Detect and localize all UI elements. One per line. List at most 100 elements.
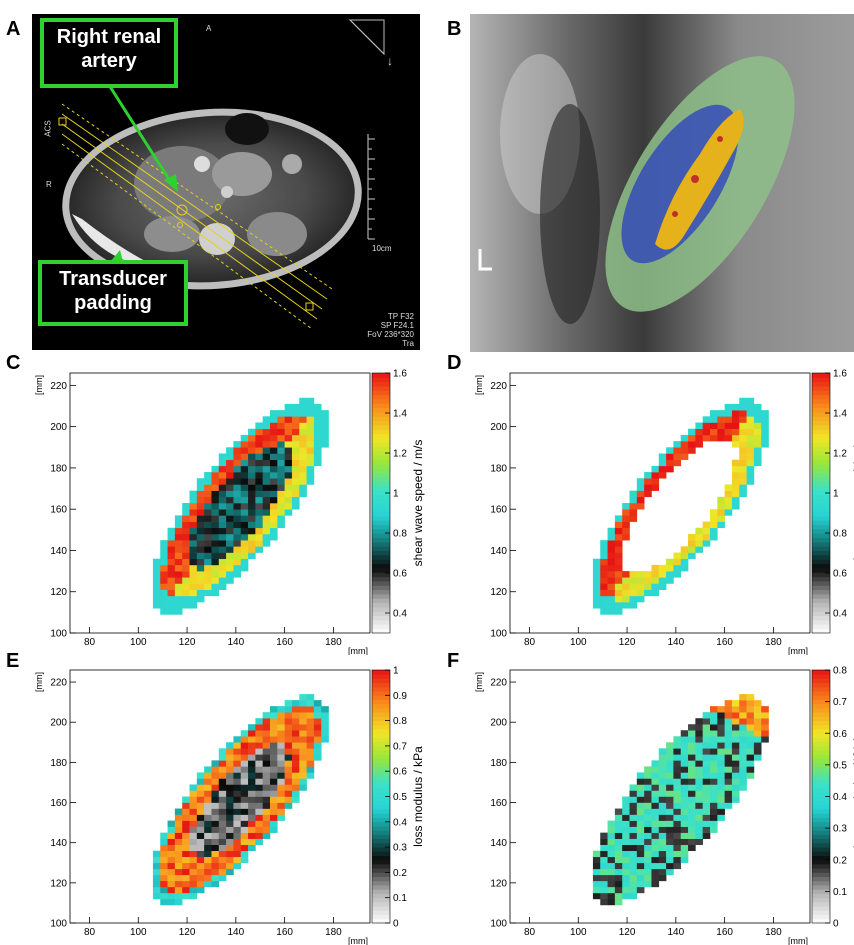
colorbar-segment (812, 438, 830, 443)
heatmap-cell (255, 422, 263, 430)
heatmap-cell (218, 478, 227, 485)
heatmap-cell (211, 472, 220, 479)
heatmap-cell (211, 778, 220, 785)
heatmap-cell (255, 546, 263, 553)
colorbar-segment (372, 842, 390, 848)
heatmap-cell (739, 447, 747, 454)
heatmap-cell (680, 564, 689, 572)
colorbar-segment (812, 481, 830, 487)
heatmap-cell (636, 478, 645, 485)
heatmap-cell (688, 796, 696, 803)
colorbar-segment (812, 598, 830, 604)
colorbar-segment (812, 826, 830, 831)
colorbar-segment (812, 607, 830, 612)
heatmap-cell (622, 796, 630, 803)
colorbar-segment (812, 695, 830, 700)
heatmap-cell (651, 778, 660, 785)
heatmap-cell (636, 595, 645, 603)
heatmap-cell (204, 533, 212, 541)
heatmap-cell (614, 814, 623, 821)
heatmap-cell (284, 459, 293, 467)
colorbar-segment (372, 451, 390, 456)
heatmap-cell (695, 784, 703, 791)
heatmap-cell (636, 589, 645, 597)
heatmap-cell (262, 441, 271, 448)
colorbar-segment (812, 459, 830, 465)
heatmap-cell (196, 533, 205, 541)
heatmap-cell (167, 583, 176, 590)
colorbar-segment (812, 699, 830, 705)
heatmap-cell (277, 503, 285, 510)
colorbar-segment (372, 876, 390, 882)
heatmap-cell (306, 712, 315, 719)
heatmap-cell (248, 838, 256, 845)
x-tick-label: 180 (765, 927, 782, 938)
heatmap-cell (270, 441, 278, 448)
colorbar-segment (812, 576, 830, 582)
colorbar-segment (372, 442, 390, 448)
heatmap-cell (226, 459, 234, 467)
heatmap-cell (636, 850, 645, 858)
heatmap-cell (717, 778, 725, 785)
heatmap-cell (746, 736, 755, 743)
heatmap-cell (717, 742, 725, 749)
heatmap-cell (644, 820, 652, 827)
heatmap-cell (240, 564, 249, 572)
heatmap-cell (174, 521, 183, 529)
heatmap-cell (240, 814, 249, 821)
colorbar-segment (812, 859, 830, 865)
heatmap-cell (270, 416, 278, 423)
y-tick-label: 160 (490, 798, 507, 809)
colorbar-segment (812, 855, 830, 861)
heatmap-cell (277, 718, 285, 725)
callout-top-line1: Right renal (56, 26, 162, 48)
heatmap-cell (753, 700, 762, 707)
heatmap-cell (218, 748, 227, 755)
heatmap-cell (240, 736, 249, 743)
heatmap-cell (182, 814, 190, 821)
heatmap-cell (600, 892, 608, 900)
heatmap-cell (724, 706, 733, 713)
heatmap-cell (321, 724, 329, 731)
heatmap-cell (658, 465, 667, 473)
heatmap-cell (313, 706, 322, 713)
colorbar-segment (812, 464, 830, 469)
heatmap-cell (291, 736, 300, 743)
heatmap-cell (739, 718, 747, 725)
heatmap-cell (270, 533, 278, 541)
heatmap-cell (306, 447, 315, 454)
heatmap-cell (600, 880, 608, 888)
colorbar-tick-label: 0.3 (833, 824, 847, 835)
heatmap-cell (724, 790, 733, 797)
heatmap-cell (673, 826, 682, 833)
heatmap-cell (299, 772, 307, 779)
heatmap-cell (270, 754, 278, 761)
heatmap-cell (622, 595, 630, 603)
heatmap-cell (753, 718, 762, 725)
heatmap-cell (262, 718, 271, 725)
heatmap-cell (152, 595, 161, 603)
heatmap-cell (761, 724, 769, 731)
heatmap-cell (182, 820, 190, 827)
heatmap-cell (710, 778, 718, 785)
heatmap-cell (644, 826, 652, 833)
heatmap-cell (724, 434, 733, 442)
heatmap-cell (753, 754, 762, 761)
heatmap-cell (710, 428, 718, 436)
heatmap-cell (622, 862, 630, 870)
colorbar-segment (372, 455, 390, 461)
heatmap-cell (614, 540, 623, 547)
heatmap-cell (270, 808, 278, 815)
colorbar-segment (812, 533, 830, 539)
colorbar-segment (372, 670, 390, 675)
heatmap-cell (218, 527, 227, 535)
colorbar-segment (812, 442, 830, 448)
heatmap-cell (262, 754, 271, 761)
heatmap-cell (607, 564, 616, 572)
heatmap-cell (233, 772, 242, 779)
heatmap-cell (717, 724, 725, 731)
heatmap-cell (167, 874, 176, 882)
heatmap-cell (277, 712, 285, 719)
colorbar-segment (812, 451, 830, 456)
heatmap-cell (710, 808, 718, 815)
